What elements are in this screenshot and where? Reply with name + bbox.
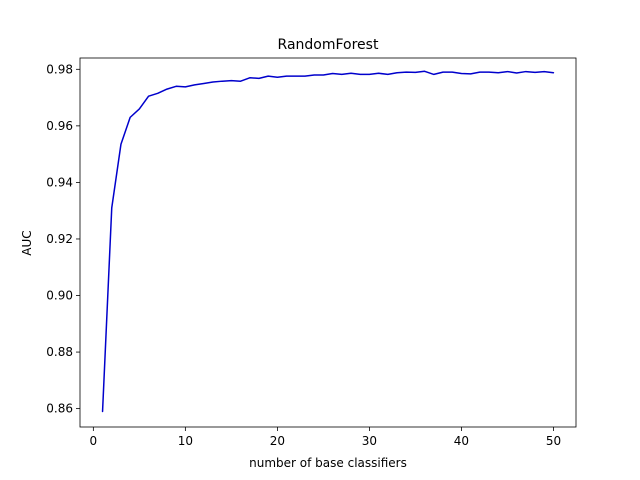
y-tick-label-2: 0.90 [46,289,73,303]
series-line-0 [101,70,555,413]
x-tick-label-5: 50 [546,434,561,448]
y-tick-label-6: 0.98 [46,62,73,76]
y-tick-label-5: 0.96 [46,119,73,133]
x-axis-label: number of base classifiers [249,456,407,470]
plot-area: 0 10 20 30 40 50 0.86 0.88 0.90 0.92 0.94 0.96 0.98 [46,57,577,448]
x-tick-label-2: 20 [270,434,285,448]
x-tick-label-4: 40 [454,434,469,448]
chart-title: RandomForest [278,37,379,53]
x-tick-label-3: 30 [362,434,377,448]
y-axis-label: AUC [20,230,34,255]
x-tick-label-0: 0 [90,434,98,448]
y-tick-label-3: 0.92 [46,232,73,246]
y-tick-label-4: 0.94 [46,175,73,189]
y-tick-label-0: 0.86 [46,402,73,416]
axes-frame [79,57,577,428]
y-tick-label-1: 0.88 [46,345,73,359]
x-tick-label-1: 10 [178,434,193,448]
